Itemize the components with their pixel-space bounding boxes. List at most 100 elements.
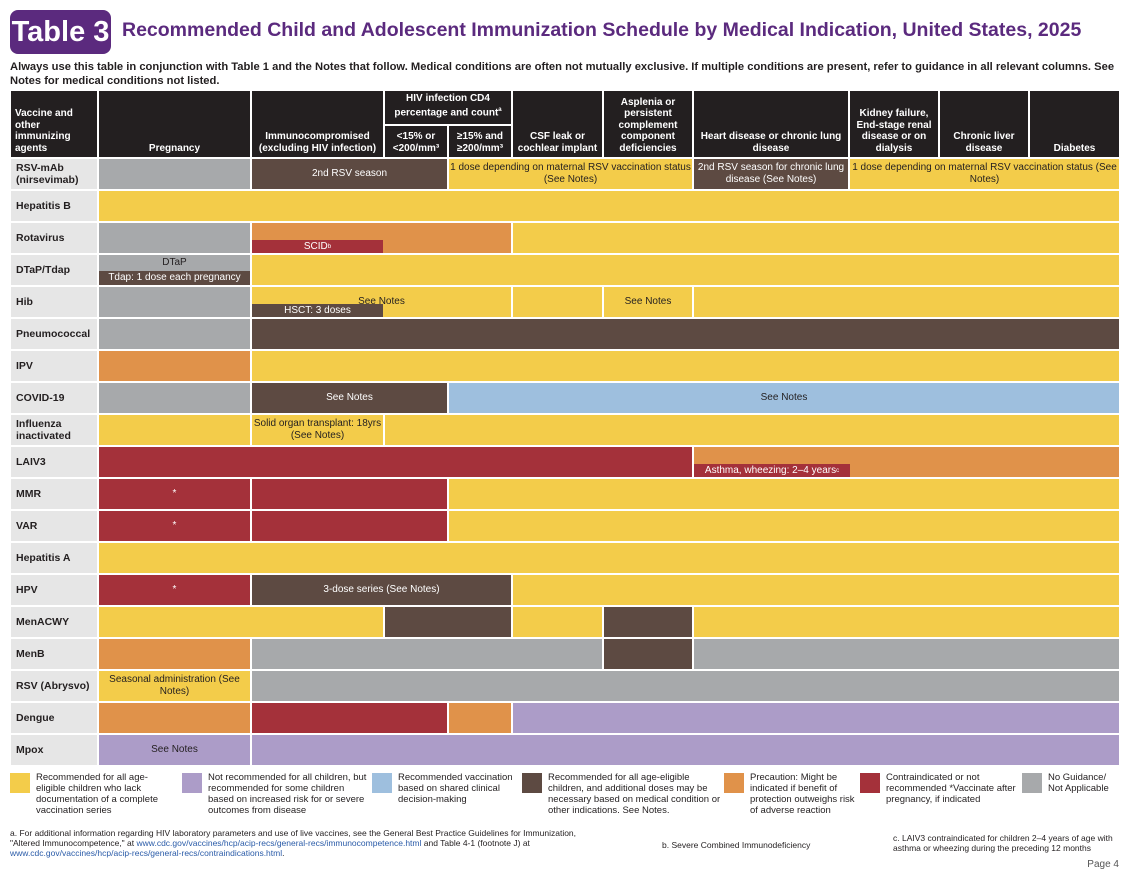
contraindications-link[interactable]: www.cdc.gov/vaccines/hcp/acip-recs/gener… <box>10 848 283 858</box>
schedule-cell <box>693 446 1120 478</box>
schedule-cell: * <box>98 478 251 510</box>
row-label: IPV <box>10 350 98 382</box>
legend-text: No Guidance/ Not Applicable <box>1048 772 1109 794</box>
row-label: Rotavirus <box>10 222 98 254</box>
schedule-cell: See Notes <box>251 382 448 414</box>
schedule-cell: Seasonal administration (See Notes) <box>98 670 251 702</box>
schedule-cell: 3-dose series (See Notes) <box>251 574 512 606</box>
row-label: DTaP/Tdap <box>10 254 98 286</box>
schedule-table: Vaccine and other immunizing agents Preg… <box>10 90 1120 769</box>
legend-item: Contraindicated or not recommended *Vacc… <box>860 772 1020 805</box>
page-title: Recommended Child and Adolescent Immuniz… <box>122 19 1082 41</box>
col-header-diabetes: Diabetes <box>1029 90 1120 158</box>
col-header-vaccine: Vaccine and other immunizing agents <box>10 90 98 158</box>
row-label: Hepatitis A <box>10 542 98 574</box>
schedule-cell <box>603 606 693 638</box>
schedule-cell <box>98 158 251 190</box>
schedule-cell: 2nd RSV season for chronic lung disease … <box>693 158 849 190</box>
col-header-liver: Chronic liver disease <box>939 90 1029 158</box>
schedule-cell <box>251 478 448 510</box>
schedule-cell <box>98 542 1120 574</box>
row-label: Dengue <box>10 702 98 734</box>
schedule-cell <box>384 606 512 638</box>
schedule-cell <box>98 702 251 734</box>
schedule-cell <box>98 190 1120 222</box>
legend-item: Recommended for all age-eligible childre… <box>10 772 175 816</box>
col-header-kidney: Kidney failure, End-stage renal disease … <box>849 90 939 158</box>
legend-item: Recommended for all age-eligible childre… <box>522 772 722 816</box>
legend-swatch <box>372 773 392 793</box>
row-label: RSV (Abrysvo) <box>10 670 98 702</box>
legend: Recommended for all age-eligible childre… <box>10 772 1120 822</box>
row-label: MMR <box>10 478 98 510</box>
schedule-cell: See Notes <box>448 382 1120 414</box>
schedule-cell: 1 dose depending on maternal RSV vaccina… <box>849 158 1120 190</box>
col-header-asplenia: Asplenia or persistent complement compon… <box>603 90 693 158</box>
schedule-cell <box>448 702 512 734</box>
row-label: COVID-19 <box>10 382 98 414</box>
legend-swatch <box>724 773 744 793</box>
col-header-csf: CSF leak or cochlear implant <box>512 90 603 158</box>
immunocompetence-link[interactable]: www.cdc.gov/vaccines/hcp/acip-recs/gener… <box>136 838 422 848</box>
schedule-cell <box>512 702 1120 734</box>
legend-item: Recommended vaccination based on shared … <box>372 772 522 805</box>
legend-item: Precaution: Might be indicated if benefi… <box>724 772 856 816</box>
schedule-cell <box>98 638 251 670</box>
schedule-cell <box>448 478 1120 510</box>
row-label: LAIV3 <box>10 446 98 478</box>
schedule-cell <box>512 606 603 638</box>
tdap-pregnancy-note: Tdap: 1 dose each pregnancy <box>99 271 250 285</box>
schedule-cell <box>98 606 384 638</box>
schedule-cell <box>251 254 1120 286</box>
row-label: Mpox <box>10 734 98 766</box>
legend-swatch <box>860 773 880 793</box>
schedule-cell <box>251 702 448 734</box>
footnote-a: a. For additional information regarding … <box>10 828 577 858</box>
schedule-cell: 1 dose depending on maternal RSV vaccina… <box>448 158 693 190</box>
legend-text: Precaution: Might be indicated if benefi… <box>750 772 855 816</box>
row-label: MenB <box>10 638 98 670</box>
schedule-cell: See Notes <box>251 286 512 318</box>
asthma-note: Asthma, wheezing: 2–4 years c <box>694 464 850 477</box>
schedule-cell <box>98 222 251 254</box>
schedule-cell: See Notes <box>98 734 251 766</box>
legend-swatch <box>1022 773 1042 793</box>
row-label: MenACWY <box>10 606 98 638</box>
schedule-cell <box>251 318 1120 350</box>
schedule-cell <box>98 414 251 446</box>
schedule-cell <box>512 574 1120 606</box>
schedule-cell: Solid organ transplant: 18yrs (See Notes… <box>251 414 384 446</box>
legend-text: Not recommended for all children, but re… <box>208 772 367 816</box>
legend-item: Not recommended for all children, but re… <box>182 772 367 816</box>
table-badge: Table 3 <box>10 10 111 54</box>
col-header-hiv-group: HIV infection CD4 percentage and counta <box>384 90 512 125</box>
legend-item: No Guidance/ Not Applicable <box>1022 772 1120 794</box>
schedule-cell: * <box>98 510 251 542</box>
col-header-immunocompromised: Immunocompromised (excluding HIV infecti… <box>251 90 384 158</box>
schedule-cell: 2nd RSV season <box>251 158 448 190</box>
dtap-label: DTaP <box>162 256 187 268</box>
schedule-cell <box>251 638 603 670</box>
schedule-cell <box>693 286 1120 318</box>
row-label: Pneumococcal <box>10 318 98 350</box>
schedule-cell <box>98 350 251 382</box>
row-label: Hepatitis B <box>10 190 98 222</box>
schedule-cell <box>251 350 1120 382</box>
legend-text: Recommended for all age-eligible childre… <box>36 772 158 816</box>
intro-text: Always use this table in conjunction wit… <box>10 61 1115 87</box>
footnote-b: b. Severe Combined Immunodeficiency <box>662 840 811 850</box>
col-header-hiv-high: ≥15% and ≥200/mm³ <box>448 125 512 158</box>
legend-text: Contraindicated or not recommended *Vacc… <box>886 772 1016 805</box>
legend-swatch <box>522 773 542 793</box>
legend-text: Recommended vaccination based on shared … <box>398 772 513 805</box>
schedule-cell <box>603 638 693 670</box>
hsct-note: HSCT: 3 doses <box>252 304 383 317</box>
row-label: Hib <box>10 286 98 318</box>
schedule-cell <box>251 510 448 542</box>
footnote-c: c. LAIV3 contraindicated for children 2–… <box>893 833 1113 853</box>
schedule-cell <box>98 286 251 318</box>
row-label: VAR <box>10 510 98 542</box>
schedule-cell <box>98 446 693 478</box>
row-label: Influenza inactivated <box>10 414 98 446</box>
schedule-cell <box>512 222 1120 254</box>
